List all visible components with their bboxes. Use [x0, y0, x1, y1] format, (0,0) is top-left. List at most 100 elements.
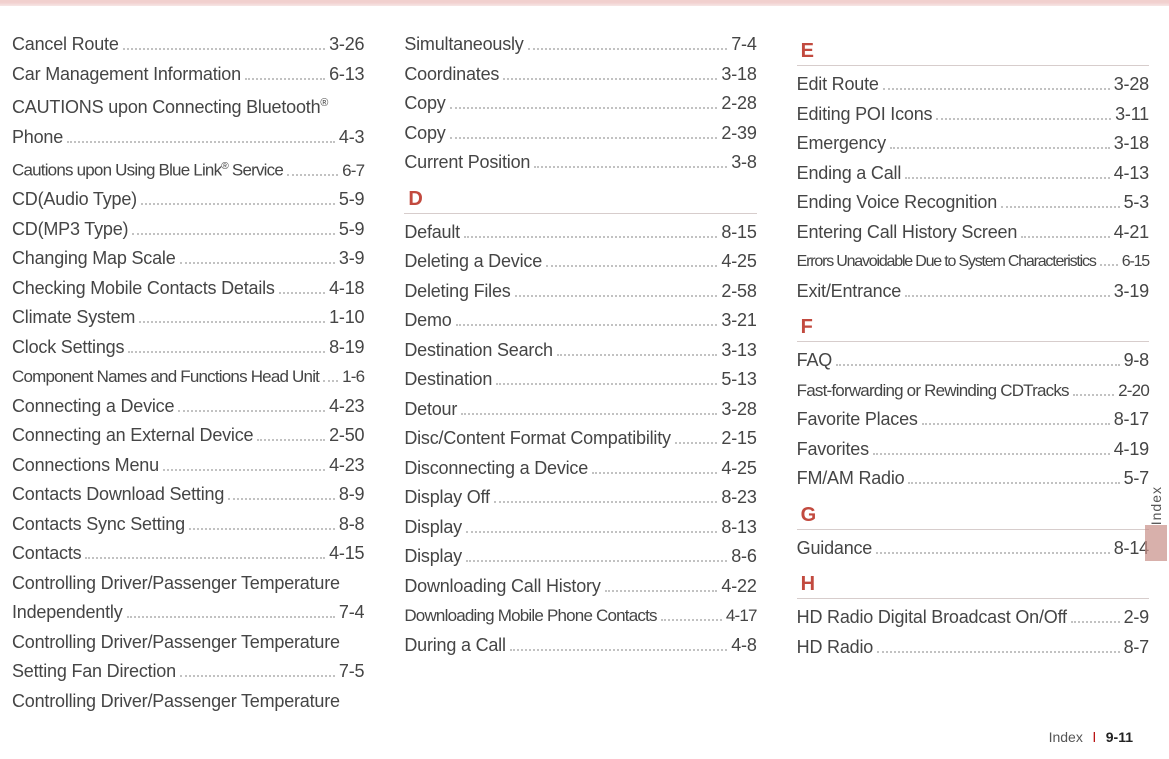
index-entry-label: Controlling Driver/Passenger Temperature: [12, 687, 340, 717]
index-entry-page: 5-3: [1124, 188, 1149, 218]
leader-dots: [661, 618, 722, 621]
index-entry: Guidance8-14: [797, 534, 1149, 564]
index-entry-page: 3-8: [731, 148, 756, 178]
index-entry-page: 4-18: [329, 274, 364, 304]
index-entry: Connections Menu4-23: [12, 451, 364, 481]
index-entry-page: 2-58: [721, 277, 756, 307]
index-entry-page: 3-9: [339, 244, 364, 274]
index-entry: Phone4-3: [12, 123, 364, 153]
index-entry: Ending a Call4-13: [797, 159, 1149, 189]
leader-dots: [279, 291, 325, 294]
index-entry-label: Connecting a Device: [12, 392, 174, 422]
leader-dots: [873, 452, 1110, 455]
index-entry-page: 8-19: [329, 333, 364, 363]
index-entry-label: Clock Settings: [12, 333, 124, 363]
index-entry-label: Copy: [404, 89, 445, 119]
index-entry-page: 5-9: [339, 215, 364, 245]
leader-dots: [189, 527, 335, 530]
index-entry-label: Car Management Information: [12, 60, 241, 90]
index-entry: Favorite Places8-17: [797, 405, 1149, 435]
index-page: Cancel Route3-26Car Management Informati…: [12, 30, 1149, 709]
leader-dots: [510, 648, 727, 651]
index-entry-label: Guidance: [797, 534, 872, 564]
index-entry-page: 2-20: [1118, 376, 1149, 406]
index-entry-page: 8-6: [731, 542, 756, 572]
leader-dots: [450, 106, 718, 109]
leader-dots: [163, 468, 325, 471]
leader-dots: [180, 674, 335, 677]
index-entry-label: Coordinates: [404, 60, 499, 90]
leader-dots: [557, 353, 718, 356]
index-entry-page: 4-19: [1114, 435, 1149, 465]
leader-dots: [494, 500, 718, 503]
leader-dots: [936, 117, 1111, 120]
index-entry-page: 8-13: [721, 513, 756, 543]
index-column-3: EEdit Route3-28Editing POI Icons3-11Emer…: [797, 30, 1149, 709]
leader-dots: [496, 382, 717, 385]
index-entry: Changing Map Scale3-9: [12, 244, 364, 274]
leader-dots: [890, 146, 1110, 149]
index-entry: Contacts4-15: [12, 539, 364, 569]
index-entry-page: 2-50: [329, 421, 364, 451]
index-entry-label: Component Names and Functions Head Unit: [12, 362, 319, 392]
index-entry-page: 3-28: [1114, 70, 1149, 100]
index-entry: Demo3-21: [404, 306, 756, 336]
index-entry: Display8-13: [404, 513, 756, 543]
index-entry-label: HD Radio Digital Broadcast On/Off: [797, 603, 1067, 633]
index-entry-label: Fast-forwarding or Rewinding CDTracks: [797, 376, 1069, 406]
index-entry: Climate System1-10: [12, 303, 364, 333]
index-entry-label: Controlling Driver/Passenger Temperature: [12, 569, 340, 599]
index-entry-page: 8-7: [1124, 633, 1149, 663]
index-entry-page: 4-21: [1114, 218, 1149, 248]
footer-separator: l: [1093, 729, 1096, 745]
leader-dots: [228, 497, 335, 500]
index-entry: Controlling Driver/Passenger Temperature: [12, 628, 364, 658]
index-entry: Detour3-28: [404, 395, 756, 425]
index-entry-label: Downloading Call History: [404, 572, 600, 602]
index-entry: Editing POI Icons3-11: [797, 100, 1149, 130]
index-entry: Independently7-4: [12, 598, 364, 628]
index-entry: Connecting an External Device2-50: [12, 421, 364, 451]
index-entry-page: 6-13: [329, 60, 364, 90]
leader-dots: [287, 173, 338, 176]
index-entry-label: Phone: [12, 123, 63, 153]
leader-dots: [128, 350, 325, 353]
side-tab-marker: [1145, 525, 1167, 561]
index-entry-page: 4-23: [329, 392, 364, 422]
index-column-1: Cancel Route3-26Car Management Informati…: [12, 30, 364, 709]
index-entry-page: 2-28: [721, 89, 756, 119]
index-entry: Simultaneously7-4: [404, 30, 756, 60]
leader-dots: [85, 556, 325, 559]
leader-dots: [905, 294, 1110, 297]
index-entry-label: Favorites: [797, 435, 869, 465]
index-entry-page: 2-15: [721, 424, 756, 454]
leader-dots: [132, 232, 335, 235]
leader-dots: [877, 650, 1119, 653]
index-entry-page: 4-15: [329, 539, 364, 569]
index-entry: HD Radio8-7: [797, 633, 1149, 663]
index-entry-page: 2-39: [721, 119, 756, 149]
index-entry-page: 7-5: [339, 657, 364, 687]
index-entry: Ending Voice Recognition 5-3: [797, 188, 1149, 218]
index-entry-label: CAUTIONS upon Connecting Bluetooth®: [12, 89, 328, 123]
leader-dots: [323, 379, 338, 382]
index-entry-page: 7-4: [339, 598, 364, 628]
leader-dots: [605, 589, 718, 592]
leader-dots: [123, 47, 325, 50]
index-entry: CAUTIONS upon Connecting Bluetooth®: [12, 89, 364, 123]
index-entry: FM/AM Radio5-7: [797, 464, 1149, 494]
index-entry: Clock Settings 8-19: [12, 333, 364, 363]
index-entry: Controlling Driver/Passenger Temperature: [12, 569, 364, 599]
index-entry: Errors Unavoidable Due to System Charact…: [797, 247, 1149, 277]
index-entry-page: 6-15: [1122, 247, 1149, 277]
index-entry-label: Contacts Sync Setting: [12, 510, 185, 540]
index-entry: HD Radio Digital Broadcast On/Off2-9: [797, 603, 1149, 633]
footer-section-label: Index: [1049, 729, 1083, 745]
index-entry-label: Ending Voice Recognition: [797, 188, 997, 218]
index-entry: Default8-15: [404, 218, 756, 248]
side-tab-label: Index: [1148, 480, 1164, 525]
index-entry-page: 8-17: [1114, 405, 1149, 435]
index-entry: Display Off8-23: [404, 483, 756, 513]
index-entry: Cautions upon Using Blue Link® Service6-…: [12, 152, 364, 185]
index-entry-page: 3-28: [721, 395, 756, 425]
